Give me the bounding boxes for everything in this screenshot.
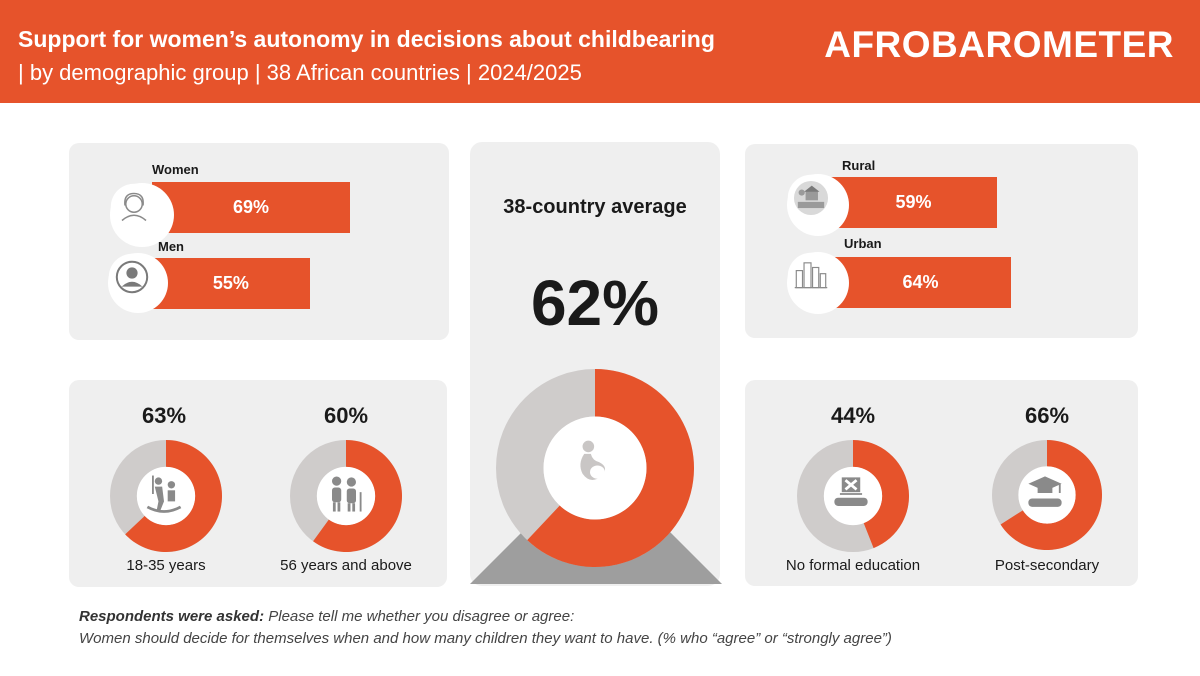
city-icon	[787, 252, 849, 314]
bar-label-men: Men	[158, 239, 184, 254]
donut-56-plus-slice	[313, 440, 402, 552]
bar-value-women: 69%	[232, 197, 270, 217]
question-text: Please tell me whether you disagree or a…	[264, 608, 575, 625]
graduation-icon	[1021, 469, 1073, 521]
donut-no-formal-education-slice	[853, 440, 909, 549]
elderly-couple-icon	[320, 470, 372, 522]
age-value-old: 60%	[323, 403, 369, 428]
bar-label-urban: Urban	[844, 236, 882, 251]
question-lead: Respondents were asked:	[79, 608, 265, 625]
age-label-old: 56 years and above	[280, 557, 412, 574]
young-people-icon	[140, 470, 192, 522]
page-subtitle: | by demographic group | 38 African coun…	[18, 60, 582, 85]
no-education-icon	[827, 470, 879, 522]
donut-18-35-slice	[125, 440, 222, 552]
brand-logo: AFROBAROMETER	[824, 24, 1174, 65]
donut-no-formal-education	[797, 440, 909, 552]
bar-men: 55%	[152, 258, 310, 309]
donut-18-35-hole	[136, 466, 196, 526]
bar-women: 69%	[152, 182, 351, 233]
pregnant-woman-icon	[566, 439, 624, 497]
survey-question: Respondents were asked: Please tell me w…	[79, 608, 574, 625]
bar-value-rural: 59%	[895, 192, 932, 212]
donut-post-secondary-slice	[1000, 440, 1102, 550]
survey-statement: Women should decide for themselves when …	[79, 630, 892, 647]
edu-label-post: Post-secondary	[994, 557, 1100, 574]
bar-label-rural: Rural	[842, 158, 876, 173]
page-title: Support for women’s autonomy in decision…	[18, 26, 715, 52]
donut-18-35	[110, 440, 222, 552]
average-donut-slice	[527, 369, 694, 567]
header-banner: Support for women’s autonomy in decision…	[0, 0, 1200, 103]
donut-post-secondary	[992, 440, 1102, 550]
age-label-young: 18-35 years	[126, 557, 206, 574]
edu-value-none: 44%	[830, 403, 876, 428]
bar-value-men: 55%	[212, 273, 249, 293]
average-value: 62%	[530, 267, 660, 339]
bar-rural: 59%	[830, 177, 997, 228]
bar-urban: 64%	[830, 257, 1012, 308]
rural-house-icon	[787, 174, 849, 236]
donut-no-formal-education-hole	[823, 466, 883, 526]
edu-label-none: No formal education	[785, 557, 921, 574]
age-value-young: 63%	[141, 403, 187, 428]
edu-value-post: 66%	[1024, 403, 1070, 428]
bar-value-urban: 64%	[902, 272, 939, 292]
bar-label-women: Women	[152, 162, 199, 177]
man-icon	[108, 253, 168, 313]
woman-icon	[110, 183, 174, 247]
average-title: 38-country average	[503, 196, 687, 218]
donut-post-secondary-hole	[1018, 466, 1076, 524]
